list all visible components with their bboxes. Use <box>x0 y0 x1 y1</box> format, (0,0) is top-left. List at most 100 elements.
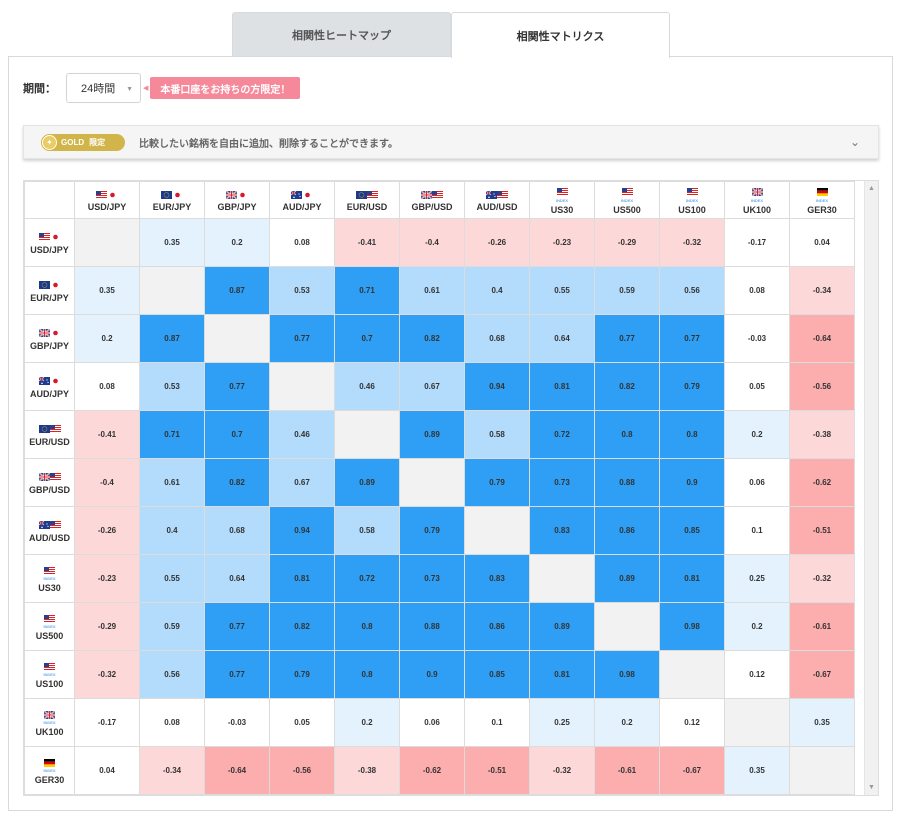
tab-correlation-matrix[interactable]: 相関性マトリクス <box>451 12 670 58</box>
matrix-cell: -0.64 <box>204 746 270 795</box>
period-select[interactable]: 24時間 ▼ <box>66 73 141 103</box>
matrix-cell: 0.72 <box>334 554 400 603</box>
matrix-cell <box>594 602 660 651</box>
matrix-cell: 0.2 <box>724 410 790 459</box>
matrix-cell: 0.79 <box>659 362 725 411</box>
matrix-cell: 0.55 <box>139 554 205 603</box>
matrix-cell: 0.08 <box>269 218 335 267</box>
us-flag-icon <box>621 187 633 197</box>
matrix-cell: 0.85 <box>464 650 530 699</box>
matrix-cell: -0.41 <box>334 218 400 267</box>
matrix-cell: 0.8 <box>334 650 400 699</box>
scroll-up-icon[interactable]: ▲ <box>868 185 875 192</box>
column-header-label: AUD/USD <box>476 202 518 212</box>
row-header-flags-11 <box>25 756 74 768</box>
row-header-eur-usd: EUR/USD <box>24 410 75 459</box>
us-flag-icon <box>44 661 55 671</box>
matrix-cell: 0.04 <box>74 746 140 795</box>
matrix-cell <box>659 650 725 699</box>
column-header-flags-1 <box>140 188 204 200</box>
matrix-row: EUR/USD -0.41 0.71 0.7 0.46 0.89 0.58 0.72 0.8 0.… <box>24 410 855 459</box>
matrix-cell <box>529 554 595 603</box>
matrix-cell: 0.71 <box>334 266 400 315</box>
gb-flag-icon <box>38 472 50 482</box>
row-header-aud-usd: AUD/USD <box>24 506 75 555</box>
gold-coin-icon: ✦ <box>42 134 57 150</box>
matrix-table: USD/JPY EUR/JPY GBP/JPY AUD/JPY EUR/USD GBP/U… <box>24 181 855 795</box>
jp-flag-icon <box>49 328 61 338</box>
matrix-row: GBP/JPY 0.2 0.87 0.77 0.7 0.82 0.68 0.64 0.77 0.7… <box>24 314 855 363</box>
column-header-us500: INDEX US500 <box>594 181 660 219</box>
matrix-cell: 0.77 <box>204 650 270 699</box>
column-header-eur-jpy: EUR/JPY <box>139 181 205 219</box>
us-flag-icon <box>96 189 107 199</box>
matrix-cell: 0.64 <box>204 554 270 603</box>
matrix-cell: 0.9 <box>399 650 465 699</box>
matrix-cell: 0.94 <box>464 362 530 411</box>
matrix-cell: 0.89 <box>594 554 660 603</box>
matrix-cell: 0.35 <box>789 698 855 747</box>
matrix-cell <box>204 314 270 363</box>
row-header-label: EUR/JPY <box>30 292 69 303</box>
matrix-cell: 0.25 <box>724 554 790 603</box>
matrix-cell: 0.68 <box>464 314 530 363</box>
row-header-gbp-usd: GBP/USD <box>24 458 75 507</box>
matrix-cell: -0.62 <box>789 458 855 507</box>
gb-flag-icon <box>226 189 237 199</box>
matrix-cell: 0.12 <box>724 650 790 699</box>
matrix-cell: 0.77 <box>204 362 270 411</box>
matrix-cell: 0.68 <box>204 506 270 555</box>
column-header-label: EUR/USD <box>346 202 388 212</box>
matrix-cell: 0.56 <box>139 650 205 699</box>
matrix-cell: 0.55 <box>529 266 595 315</box>
matrix-cell: 0.82 <box>269 602 335 651</box>
matrix-cell: 0.81 <box>659 554 725 603</box>
matrix-cell: 0.7 <box>334 314 400 363</box>
column-header-label: GER30 <box>807 204 837 215</box>
column-header-label: GBP/USD <box>411 202 453 212</box>
column-header-flags-7 <box>530 186 594 198</box>
matrix-cell: 0.35 <box>74 266 140 315</box>
chevron-down-icon[interactable]: ⌄ <box>849 135 860 149</box>
row-header-sublabel: INDEX <box>43 576 56 581</box>
column-header-label: US30 <box>550 204 574 215</box>
row-header-label: GBP/JPY <box>29 340 69 351</box>
matrix-cell: 0.58 <box>334 506 400 555</box>
matrix-cell: -0.51 <box>789 506 855 555</box>
matrix-cell: -0.03 <box>724 314 790 363</box>
matrix-cell: -0.34 <box>139 746 205 795</box>
matrix-cell: 0.2 <box>724 602 790 651</box>
matrix-cell <box>139 266 205 315</box>
vertical-scrollbar[interactable]: ▲ ▼ <box>864 181 878 795</box>
matrix-cell: 0.83 <box>464 554 530 603</box>
matrix-cell: 0.86 <box>594 506 660 555</box>
matrix-cell: 0.81 <box>529 650 595 699</box>
row-header-flags-8 <box>25 612 74 624</box>
au-flag-icon <box>38 520 50 530</box>
matrix-cell: 0.2 <box>334 698 400 747</box>
gold-feature-bar[interactable]: ✦ GOLD 限定 比較したい銘柄を自由に追加、削除することができます。 ⌄ <box>23 125 879 159</box>
matrix-cell: 0.53 <box>139 362 205 411</box>
jp-flag-icon <box>49 280 61 290</box>
matrix-cell: 0.81 <box>529 362 595 411</box>
matrix-cell <box>724 698 790 747</box>
matrix-cell: -0.64 <box>789 314 855 363</box>
us-flag-icon <box>44 565 55 575</box>
tab-correlation-heatmap[interactable]: 相関性ヒートマップ <box>232 12 451 57</box>
matrix-cell: 0.1 <box>464 698 530 747</box>
eu-flag-icon <box>38 280 50 290</box>
matrix-cell: 0.56 <box>659 266 725 315</box>
matrix-cell: 0.08 <box>139 698 205 747</box>
matrix-cell: 0.89 <box>399 410 465 459</box>
column-header-sublabel: INDEX <box>750 197 764 203</box>
au-flag-icon <box>38 376 50 386</box>
row-header-eur-jpy: EUR/JPY <box>24 266 75 315</box>
correlation-matrix: USD/JPY EUR/JPY GBP/JPY AUD/JPY EUR/USD GBP/U… <box>23 180 879 796</box>
jp-flag-icon <box>237 189 248 199</box>
row-header-aud-jpy: AUD/JPY <box>24 362 75 411</box>
matrix-cell: 0.87 <box>204 266 270 315</box>
matrix-row: AUD/USD -0.26 0.4 0.68 0.94 0.58 0.79 0.83 0.86 0… <box>24 506 855 555</box>
matrix-cell: 0.82 <box>204 458 270 507</box>
scroll-down-icon[interactable]: ▼ <box>868 784 875 791</box>
row-header-flags-5 <box>25 471 74 483</box>
